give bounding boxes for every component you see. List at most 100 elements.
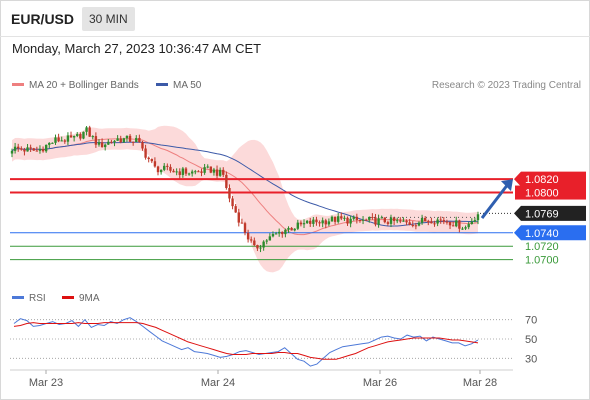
candle-body xyxy=(458,220,461,229)
price-tag-1.0720: 1.0720 xyxy=(525,241,559,253)
candle-body xyxy=(240,222,244,224)
candle-body xyxy=(383,217,386,223)
candle-body xyxy=(473,220,477,222)
candle-body xyxy=(408,222,411,225)
candle-body xyxy=(88,127,91,137)
candle-body xyxy=(110,141,113,143)
candle-body xyxy=(79,134,82,139)
ma9-swatch xyxy=(62,295,74,299)
candle-body xyxy=(175,171,178,173)
candle-body xyxy=(349,218,352,224)
price-tag-1.0800-bg xyxy=(515,185,586,200)
candle-body xyxy=(374,217,377,225)
ma50-line xyxy=(11,141,479,227)
candle-body xyxy=(135,137,138,142)
candle-body xyxy=(54,137,57,143)
candle-body xyxy=(324,220,327,225)
candle-body xyxy=(184,168,188,174)
candle-body xyxy=(97,142,101,145)
interval-button[interactable]: 30 MIN xyxy=(82,7,135,31)
candle-body xyxy=(296,222,300,229)
candle-body xyxy=(57,137,60,142)
candle-body xyxy=(225,174,228,189)
candle-body xyxy=(271,234,275,237)
candle-body xyxy=(476,214,480,221)
candle-body xyxy=(284,229,287,235)
candle-body xyxy=(352,216,355,219)
candle-body xyxy=(433,223,436,225)
candle-body xyxy=(17,146,20,149)
candle-body xyxy=(361,219,365,221)
candle-body xyxy=(113,140,116,143)
candle-body xyxy=(237,212,240,223)
candle-body xyxy=(321,220,324,224)
candle-body xyxy=(138,137,141,143)
candle-body xyxy=(302,223,306,225)
legend-ma20: MA 20 + Bollinger Bands xyxy=(12,80,139,91)
candle-body xyxy=(190,171,194,174)
candle-body xyxy=(26,147,29,152)
candle-body xyxy=(277,231,281,234)
candle-body xyxy=(448,222,452,226)
price-tag-1.0740-text: 1.0740 xyxy=(525,228,559,240)
candle-body xyxy=(315,219,318,223)
series-rsi xyxy=(13,317,479,367)
candle-body xyxy=(32,148,35,151)
x-tick-label: Mar 26 xyxy=(363,377,397,389)
candle-body xyxy=(259,247,262,249)
candle-body xyxy=(215,169,219,176)
legend-rsi: RSI xyxy=(12,293,46,304)
candle-body xyxy=(41,149,45,152)
candle-body xyxy=(29,147,32,149)
candle-body xyxy=(389,217,393,224)
candle-body xyxy=(430,221,433,224)
candle-body xyxy=(467,224,470,228)
legend-ma50: MA 50 xyxy=(156,80,201,91)
candle-body xyxy=(312,219,315,224)
candle-body xyxy=(91,136,94,138)
candle-body xyxy=(218,169,222,176)
candle-body xyxy=(150,159,153,162)
candle-body xyxy=(427,221,430,223)
rsi-tick-50: 50 xyxy=(525,334,537,346)
price-tag-1.0800: 1.0800 xyxy=(515,185,586,200)
candles xyxy=(10,125,480,253)
ma20-swatch xyxy=(12,82,24,86)
candle-body xyxy=(107,141,110,145)
candle-body xyxy=(399,220,402,222)
candle-body xyxy=(178,171,181,175)
candle-body xyxy=(172,170,175,173)
forecast-arrow-head xyxy=(501,179,513,192)
price-tag-1.0740: 1.0740 xyxy=(514,225,586,241)
timestamp: Monday, March 27, 2023 10:36:47 AM CET xyxy=(12,41,262,56)
candle-body xyxy=(386,222,390,224)
candle-body xyxy=(420,217,424,223)
candle-body xyxy=(246,232,250,240)
candle-body xyxy=(333,216,337,222)
candle-body xyxy=(35,150,39,152)
candle-body xyxy=(234,206,237,213)
candle-body xyxy=(206,166,209,168)
candle-body xyxy=(94,136,98,145)
price-tag-1.0740-bg xyxy=(514,225,586,241)
candle-body xyxy=(318,222,321,224)
candle-body xyxy=(122,138,126,143)
candle-body xyxy=(72,135,76,138)
candle-body xyxy=(159,169,163,173)
credit-text: Research © 2023 Trading Central xyxy=(431,80,581,91)
candle-body xyxy=(100,142,104,148)
candle-body xyxy=(327,221,331,225)
x-tick-label: Mar 23 xyxy=(29,377,63,389)
candle-body xyxy=(104,144,107,148)
price-tag-1.0820-text: 1.0820 xyxy=(525,174,559,186)
candle-body xyxy=(445,221,449,223)
candle-body xyxy=(371,217,374,219)
candle-body xyxy=(66,135,70,142)
candle-body xyxy=(69,135,73,138)
candle-body xyxy=(337,216,340,222)
candle-body xyxy=(243,223,247,233)
candle-body xyxy=(250,239,253,241)
price-tag-1.0800-text: 1.0800 xyxy=(525,188,559,200)
candle-body xyxy=(51,142,54,144)
